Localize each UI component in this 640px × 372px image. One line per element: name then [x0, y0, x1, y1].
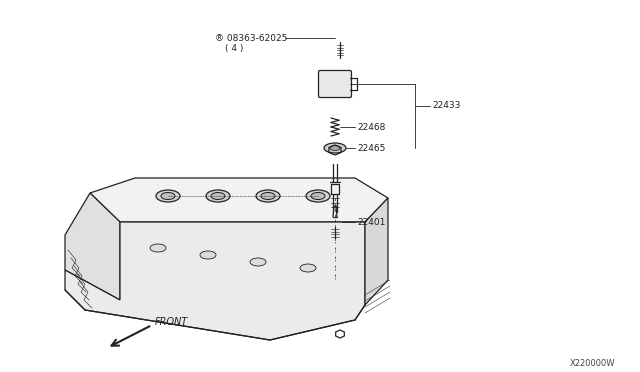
- Text: 22433: 22433: [432, 101, 460, 110]
- Ellipse shape: [300, 264, 316, 272]
- Text: 22401: 22401: [357, 218, 385, 227]
- Ellipse shape: [150, 244, 166, 252]
- Ellipse shape: [306, 190, 330, 202]
- Ellipse shape: [250, 258, 266, 266]
- Ellipse shape: [200, 251, 216, 259]
- Ellipse shape: [330, 145, 340, 151]
- Text: 22465: 22465: [357, 144, 385, 153]
- Text: ® 08363-62025: ® 08363-62025: [215, 33, 287, 42]
- Polygon shape: [65, 193, 120, 300]
- Ellipse shape: [311, 192, 325, 199]
- Polygon shape: [90, 178, 388, 222]
- Text: ( 4 ): ( 4 ): [225, 44, 243, 52]
- Text: X220000W: X220000W: [570, 359, 615, 368]
- Ellipse shape: [324, 143, 346, 153]
- Polygon shape: [365, 198, 388, 305]
- Ellipse shape: [256, 190, 280, 202]
- Ellipse shape: [206, 190, 230, 202]
- FancyBboxPatch shape: [319, 71, 351, 97]
- Text: 22468: 22468: [357, 122, 385, 131]
- Text: FRONT: FRONT: [155, 317, 188, 327]
- Ellipse shape: [161, 192, 175, 199]
- Ellipse shape: [261, 192, 275, 199]
- Ellipse shape: [156, 190, 180, 202]
- Polygon shape: [65, 222, 365, 340]
- Ellipse shape: [211, 192, 225, 199]
